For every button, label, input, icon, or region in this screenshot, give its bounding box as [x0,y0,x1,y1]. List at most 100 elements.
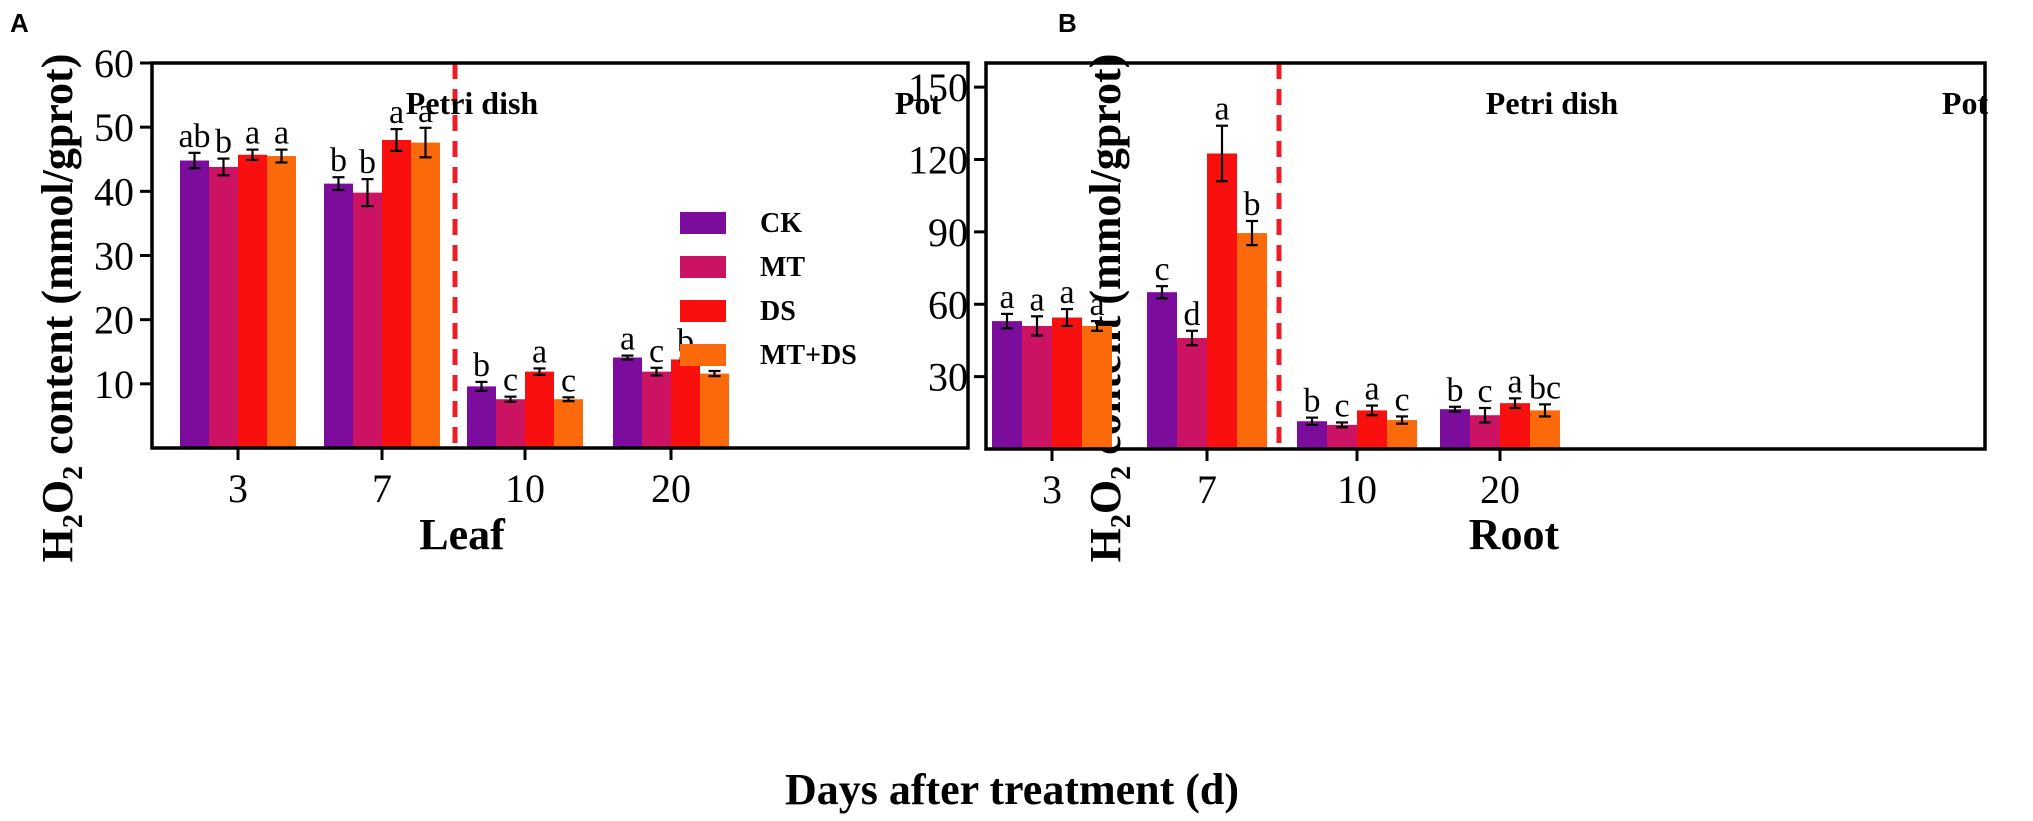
panel-b-ds-day-20-error-bar [1509,397,1521,410]
panel-a-mt-day-20-error-bar [650,366,663,377]
panel-a-x-tick-label-20: 20 [651,466,691,511]
panel-b-x-tick-label-20: 20 [1480,467,1520,512]
panel-b-letter: B [1058,8,1077,38]
panel-a-ds-day-10-bar [525,371,554,448]
panel-a-region-petri-dish: Petri dish [406,85,539,121]
panel-a-ck-day-10-significance-letter: b [473,347,490,384]
panel-a-legend: CK MT DS MT+DS [680,208,857,371]
panel-a-y-tick-label-20: 20 [94,298,134,343]
panel-b-mt-ds-day-3-bar [1082,325,1112,449]
panel-a-mt-day-10-bar [496,399,525,448]
panel-b-ck-day-10-significance-letter: b [1304,383,1321,420]
panel-b-y-tick-label-150: 150 [908,65,968,110]
panel-a-x-axis-label: Leaf [419,510,506,559]
panel-a-ds-day-7-bar [382,140,411,448]
panel-b-mt-ds-day-7-error-bar [1246,219,1258,247]
panel-b-ck-day-10-error-bar [1306,416,1318,426]
panel-a-mt-ds-day-20-bar [700,373,729,448]
panel-a-mt-ds-day-7-significance-letter: a [418,93,433,130]
panel-b-ds-day-20-bar [1500,403,1530,449]
panel-b-mt-ds-day-20-error-bar [1539,403,1551,418]
panel-b-mt-ds-day-7-bar [1237,233,1267,449]
panel-b-ck-day-7-bar [1147,292,1177,449]
panel-a-mt-ds-day-10-bar [554,399,583,448]
panel-a-ck-day-7-significance-letter: b [330,142,347,179]
panel-b-mt-day-3-error-bar [1031,315,1043,337]
panel-b-mt-day-7-error-bar [1186,329,1198,347]
panel-a-letter: A [10,8,29,38]
panel-a-ds-day-20-bar [671,359,700,448]
panel-b-ds-day-7-bar [1207,153,1237,449]
panel-a-y-tick-label-10: 10 [94,362,134,407]
panel-a-region-pot: Pot [895,85,942,121]
panel-a-mt-day-20-significance-letter: c [649,333,664,370]
panel-b-x-tick-label-10: 10 [1337,467,1377,512]
panel-b-mt-ds-day-7-significance-letter: b [1244,186,1261,223]
panel-b-ds-day-3-bar [1052,317,1082,449]
panel-a-ck-day-10-bar [467,386,496,448]
panel-a-ck-day-20-error-bar [621,354,634,361]
panel-a-mt-ds-day-20-error-bar [708,369,721,378]
panel-a-ck-day-7-bar [324,183,353,448]
panel-a-mt-ds-day-7-error-bar [419,126,432,159]
panel-b-mt-day-7-significance-letter: d [1184,296,1201,333]
panel-a-mt-day-3-error-bar [217,157,230,177]
panel-a-mt-day-10-significance-letter: c [503,362,518,399]
panel-a-y-tick-label-60: 60 [94,41,134,86]
panel-a-ds-day-3-significance-letter: a [245,115,260,152]
panel-b-x-tick-label-7: 7 [1197,467,1217,512]
panel-b-mt-ds-day-3-significance-letter: a [1089,286,1104,323]
panel-b-mt-ds-day-10-error-bar [1396,415,1408,425]
panel-b-mt-ds-day-10-significance-letter: c [1394,381,1409,418]
panel-b-mt-ds-day-20-significance-letter: bc [1529,369,1561,406]
panel-a-ds-day-3-bar [238,154,267,448]
panel-b-ds-day-10-error-bar [1366,404,1378,417]
panel-a-mt-day-7-error-bar [361,178,374,208]
legend-swatch-mt-ds [680,344,726,366]
panel-a-mt-day-20-bar [642,371,671,448]
panel-a-mt-ds-day-7-bar [411,142,440,449]
panel-b-y-tick-label-60: 60 [928,282,968,327]
panel-a-ds-day-7-significance-letter: a [389,94,404,131]
panel-a-ck-day-3-error-bar [188,151,201,170]
panel-b-region-pot: Pot [1942,85,1989,121]
panel-a-mt-ds-day-10-error-bar [562,396,575,403]
panel-b-ck-day-3-error-bar [1001,312,1013,330]
panel-b-ck-day-7-significance-letter: c [1154,251,1169,288]
panel-b-ds-day-20-significance-letter: a [1507,363,1522,400]
panel-a-ds-day-7-error-bar [390,127,403,153]
panel-b-ds-day-10-significance-letter: a [1364,371,1379,408]
panel-b-ck-day-3-bar [992,321,1022,449]
legend-swatch-ck [680,212,726,234]
panel-a-mt-ds-day-3-error-bar [275,148,288,164]
panel-a-ck-day-3-bar [180,160,209,449]
legend-label-ds: DS [760,296,796,327]
panel-b-ds-day-7-significance-letter: a [1214,91,1229,128]
panel-b-mt-day-3-bar [1022,325,1052,449]
panel-b-region-petri-dish: Petri dish [1486,85,1619,121]
panel-b-x-axis-label: Root [1469,510,1560,559]
panel-b-ck-day-3-significance-letter: a [999,279,1014,316]
panel-a-y-tick-label-40: 40 [94,169,134,214]
panel-b-axes-frame [984,61,1987,451]
legend-label-mt: MT [760,252,805,283]
panel-a-mt-ds-day-10-significance-letter: c [561,362,576,399]
panel-b-ck-day-7-error-bar [1156,285,1168,300]
panel-a-ck-day-7-error-bar [332,176,345,192]
panel-b-mt-day-3-significance-letter: a [1029,281,1044,318]
panel-a-mt-day-3-significance-letter: b [215,124,232,161]
panel-b-ds-day-10-bar [1357,410,1387,449]
shared-x-axis-label: Days after treatment (d) [785,765,1239,814]
panel-b-y-tick-label-30: 30 [928,355,968,400]
legend-label-mt-ds: MT+DS [760,340,857,371]
panel-a-mt-day-7-bar [353,192,382,448]
panel-b-x-tick-label-3: 3 [1042,467,1062,512]
panel-a-ds-day-10-error-bar [533,367,546,376]
panel-a-ds-day-3-error-bar [246,148,259,161]
legend-swatch-mt [680,256,726,278]
panel-b-mt-day-20-significance-letter: c [1477,373,1492,410]
panel-b-ds-day-7-error-bar [1216,124,1228,183]
panel-b-mt-day-10-error-bar [1336,421,1348,429]
